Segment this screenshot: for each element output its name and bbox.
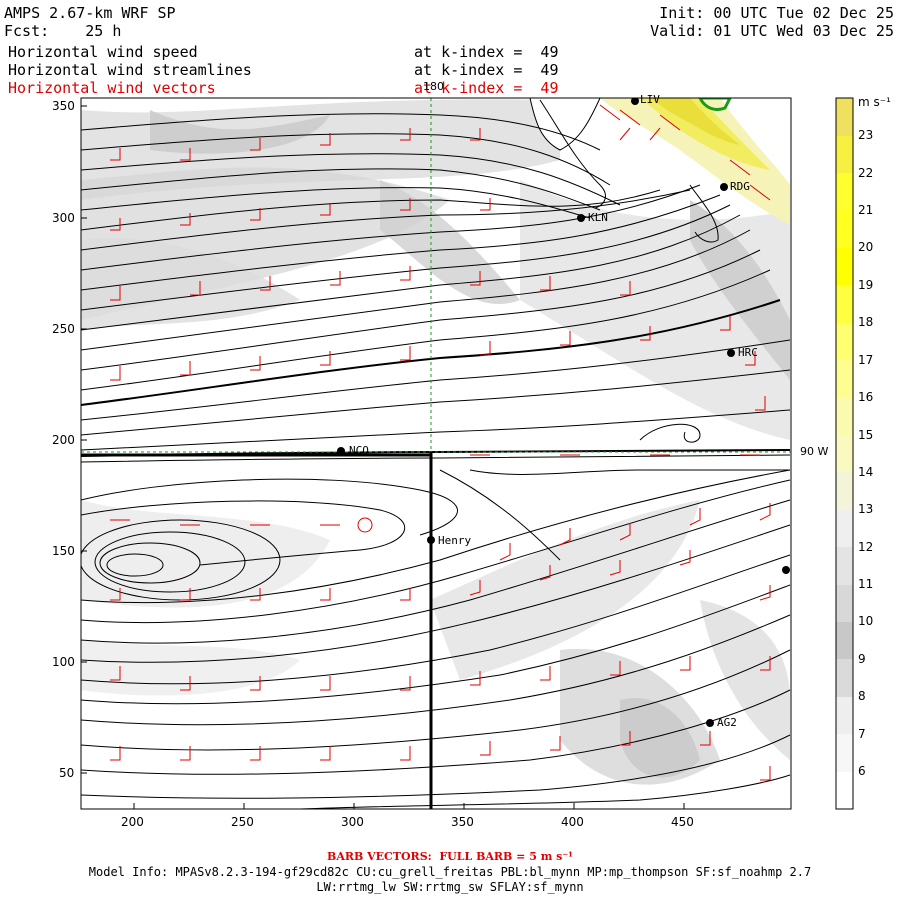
colorbar-label: 19 xyxy=(858,278,874,292)
colorbar-label: 21 xyxy=(858,203,874,217)
map-field xyxy=(81,98,791,809)
y-tick: 50 xyxy=(59,766,75,780)
model-title: AMPS 2.67-km WRF SP xyxy=(4,4,176,22)
station-hrc-marker xyxy=(727,349,735,357)
latitude-label: 90 W xyxy=(800,445,829,458)
colorbar-label: 14 xyxy=(858,465,874,479)
stations xyxy=(337,98,790,727)
station-nco-marker xyxy=(337,447,345,455)
field-name-vectors: Horizontal wind vectors xyxy=(8,79,216,97)
station-ag2-marker xyxy=(706,719,714,727)
y-tick: 100 xyxy=(52,655,75,669)
field-name-streamlines: Horizontal wind streamlines xyxy=(8,61,252,79)
fcst-label: Fcst: xyxy=(4,22,50,40)
station-rdg-marker xyxy=(720,183,728,191)
station-henry-marker xyxy=(427,536,435,544)
x-tick: 450 xyxy=(671,815,694,829)
station-liv-marker xyxy=(631,98,639,105)
map-frame xyxy=(80,97,792,810)
station-unnamed-marker xyxy=(782,566,790,574)
streamlines xyxy=(81,113,791,809)
colorbar xyxy=(835,97,854,810)
colorbar-label: 17 xyxy=(858,353,874,367)
station-label: Henry xyxy=(438,534,472,547)
y-tick: 150 xyxy=(52,544,75,558)
field-level-streamlines: at k-index = 49 xyxy=(414,61,559,79)
field-level-speed: at k-index = 49 xyxy=(414,43,559,61)
colorbar-label: 13 xyxy=(858,502,874,516)
station-kln-marker xyxy=(577,214,585,222)
station-label: LIV xyxy=(640,93,660,106)
station-label: AG2 xyxy=(717,716,737,729)
colorbar-label: 22 xyxy=(858,166,874,180)
forecast-label: Fcst: 25 h xyxy=(4,22,121,40)
station-label: KLN xyxy=(588,211,608,224)
model-info-line2: LW:rrtmg_lw SW:rrtmg_sw SFLAY:sf_mynn xyxy=(316,880,584,894)
colorbar-label: 15 xyxy=(858,428,874,442)
colorbar-label: 18 xyxy=(858,315,874,329)
fcst-value: 25 h xyxy=(85,22,122,40)
colorbar-label: 10 xyxy=(858,614,874,628)
valid-time: Valid: 01 UTC Wed 03 Dec 25 xyxy=(650,22,894,40)
colorbar-label: 8 xyxy=(858,689,866,703)
y-tick: 300 xyxy=(52,211,75,225)
colorbar-label: 6 xyxy=(858,764,866,778)
colorbar-label: 12 xyxy=(858,540,874,554)
x-tick: 400 xyxy=(561,815,584,829)
colorbar-label: 11 xyxy=(858,577,874,591)
init-time: Init: 00 UTC Tue 02 Dec 25 xyxy=(659,4,894,22)
y-tick: 200 xyxy=(52,433,75,447)
colorbar-label: 16 xyxy=(858,390,874,404)
y-tick: 350 xyxy=(52,99,75,113)
station-label: RDG xyxy=(730,180,750,193)
colorbar-label: 9 xyxy=(858,652,866,666)
colorbar-label: 20 xyxy=(858,240,874,254)
longitude-label: 180 xyxy=(423,80,444,93)
x-tick: 350 xyxy=(451,815,474,829)
barb-note: BARB VECTORS: FULL BARB = 5 m s⁻¹ xyxy=(327,850,573,863)
x-tick: 250 xyxy=(231,815,254,829)
station-label: NCO xyxy=(349,444,369,457)
field-level-vectors: at k-index = 49 xyxy=(414,79,559,97)
station-label: HRC xyxy=(738,346,758,359)
y-tick: 250 xyxy=(52,322,75,336)
colorbar-unit: m s⁻¹ xyxy=(858,95,891,109)
field-name-speed: Horizontal wind speed xyxy=(8,43,198,61)
colorbar-label: 7 xyxy=(858,727,866,741)
x-tick: 300 xyxy=(341,815,364,829)
colorbar-label: 23 xyxy=(858,128,874,142)
x-tick: 200 xyxy=(121,815,144,829)
model-info: Model Info: MPASv8.2.3-194-gf29cd82c CU:… xyxy=(88,865,812,879)
